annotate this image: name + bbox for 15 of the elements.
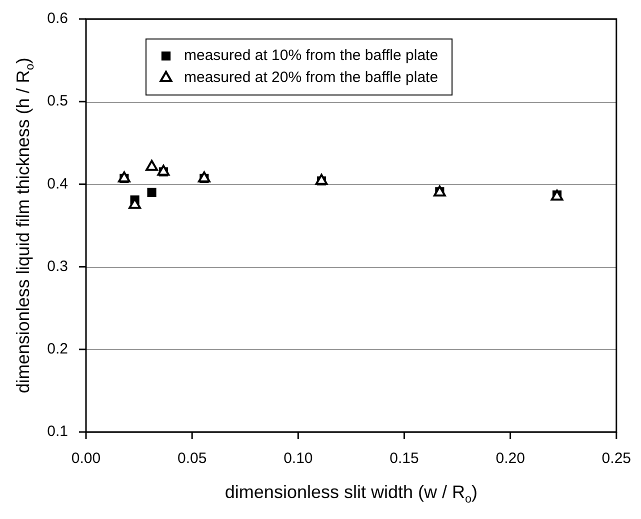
y-tick-label: 0.3	[47, 258, 68, 275]
y-tick-label: 0.1	[47, 423, 68, 440]
x-tick-label: 0.05	[177, 450, 207, 468]
x-tick-label: 0.25	[602, 450, 632, 468]
legend-label: measured at 10% from the baffle plate	[184, 47, 438, 64]
y-tick-label: 0.5	[47, 92, 68, 110]
x-tick-label: 0.15	[390, 450, 419, 468]
legend-label: measured at 20% from the baffle plate	[184, 69, 438, 86]
y-axis-title: dimensionless liquid film thickness (h / Ro)	[12, 58, 37, 394]
x-tick-label: 0.10	[284, 450, 313, 468]
y-tick-label: 0.4	[47, 175, 68, 192]
y-tick-label: 0.6	[47, 10, 68, 28]
x-tick-label: 0.00	[71, 450, 101, 468]
y-tick-label: 0.2	[47, 340, 68, 358]
x-tick-label: 0.20	[496, 450, 525, 468]
